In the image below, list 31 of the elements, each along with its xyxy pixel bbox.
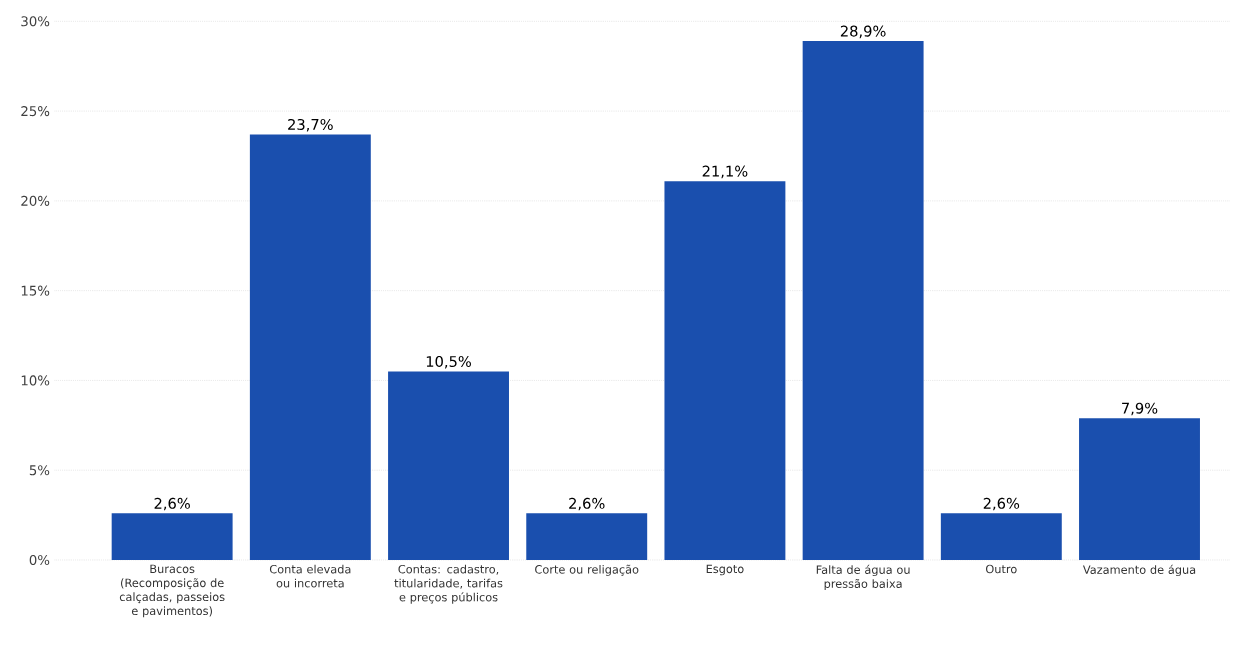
bar [111, 513, 233, 560]
data-label: 10,5% [426, 355, 471, 369]
x-tick-label: Vazamento de água [1082, 564, 1196, 577]
y-tick-label: 0% [29, 554, 50, 566]
bar [802, 41, 924, 560]
bar [249, 134, 371, 560]
data-label: 21,1% [702, 165, 748, 179]
x-tick-label: Corte ou religação [535, 564, 639, 576]
y-tick-label: 25% [21, 106, 50, 117]
x-tick-label: Conta elevada ou incorreta [269, 564, 351, 588]
data-label: 2,6% [569, 497, 605, 511]
x-tick-label: Buracos (Recomposição de calçadas, passeios e pavimentos) [119, 564, 225, 618]
y-tick-label: 5% [29, 465, 50, 476]
x-tick-label: Falta de água ou pressão baixa [816, 564, 910, 591]
bar [388, 371, 509, 560]
data-label: 28,9% [840, 25, 886, 39]
y-tick-label: 15% [21, 285, 50, 296]
data-label: 2,6% [154, 497, 190, 511]
data-label: 2,6% [983, 497, 1020, 511]
data-label: 7,9% [1122, 402, 1158, 416]
bar [1079, 418, 1200, 560]
bar [940, 513, 1062, 560]
y-tick-label: 30% [21, 16, 50, 27]
x-tick-label: Esgoto [706, 564, 744, 576]
bar [526, 513, 648, 560]
x-tick-label: Outro [985, 564, 1017, 574]
bar [664, 181, 786, 560]
y-tick-label: 10% [21, 375, 50, 386]
x-tick-label: Contas: cadastro, titularidade, tarifas e preços públicos [394, 564, 503, 604]
data-label: 23,7% [288, 118, 333, 132]
y-tick-label: 20% [21, 195, 50, 206]
